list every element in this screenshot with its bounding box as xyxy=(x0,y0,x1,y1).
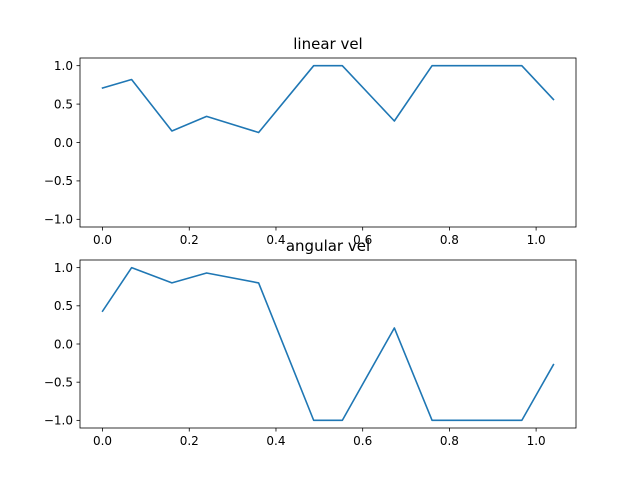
series-line xyxy=(101,266,555,422)
plot-frame xyxy=(79,57,577,228)
y-tick-label: 0.0 xyxy=(54,337,73,351)
x-tick-label: 0.8 xyxy=(440,434,459,448)
x-tick-label: 0.4 xyxy=(266,233,285,247)
y-tick-label: 0.5 xyxy=(54,299,73,313)
x-tick-label: 0.4 xyxy=(266,434,285,448)
linear-vel-subplot: linear vel 0.0 0.2 0.4 0.6 0.8 1.0 1.0 0.5 0.0 −0… xyxy=(44,35,577,247)
y-tick-label: −0.5 xyxy=(44,375,73,389)
x-tick-label: 0.6 xyxy=(353,434,372,448)
chart-title: linear vel xyxy=(293,35,362,53)
y-tick-label: −1.0 xyxy=(44,414,73,428)
x-tick-label: 1.0 xyxy=(527,233,546,247)
chart-title: angular vel xyxy=(286,237,370,255)
y-tick-label: −0.5 xyxy=(44,174,73,188)
series-line xyxy=(101,64,555,134)
y-tick-label: −1.0 xyxy=(44,213,73,227)
y-tick-label: 1.0 xyxy=(54,261,73,275)
x-tick-label: 0.6 xyxy=(353,233,372,247)
x-tick-label: 0.0 xyxy=(93,434,112,448)
angular-vel-subplot: 0.0 0.2 0.4 0.6 0.8 1.0 1.0 0.5 0.0 −0.5 −1.0 xyxy=(44,259,577,448)
x-tick-label: 1.0 xyxy=(527,434,546,448)
y-tick-label: 1.0 xyxy=(54,59,73,73)
x-tick-label: 0.2 xyxy=(180,233,199,247)
x-tick-label: 0.2 xyxy=(180,434,199,448)
y-tick-label: 0.5 xyxy=(54,97,73,111)
plot-frame xyxy=(79,259,577,429)
x-tick-label: 0.8 xyxy=(440,233,459,247)
y-tick-label: 0.0 xyxy=(54,136,73,150)
x-tick-label: 0.0 xyxy=(93,233,112,247)
